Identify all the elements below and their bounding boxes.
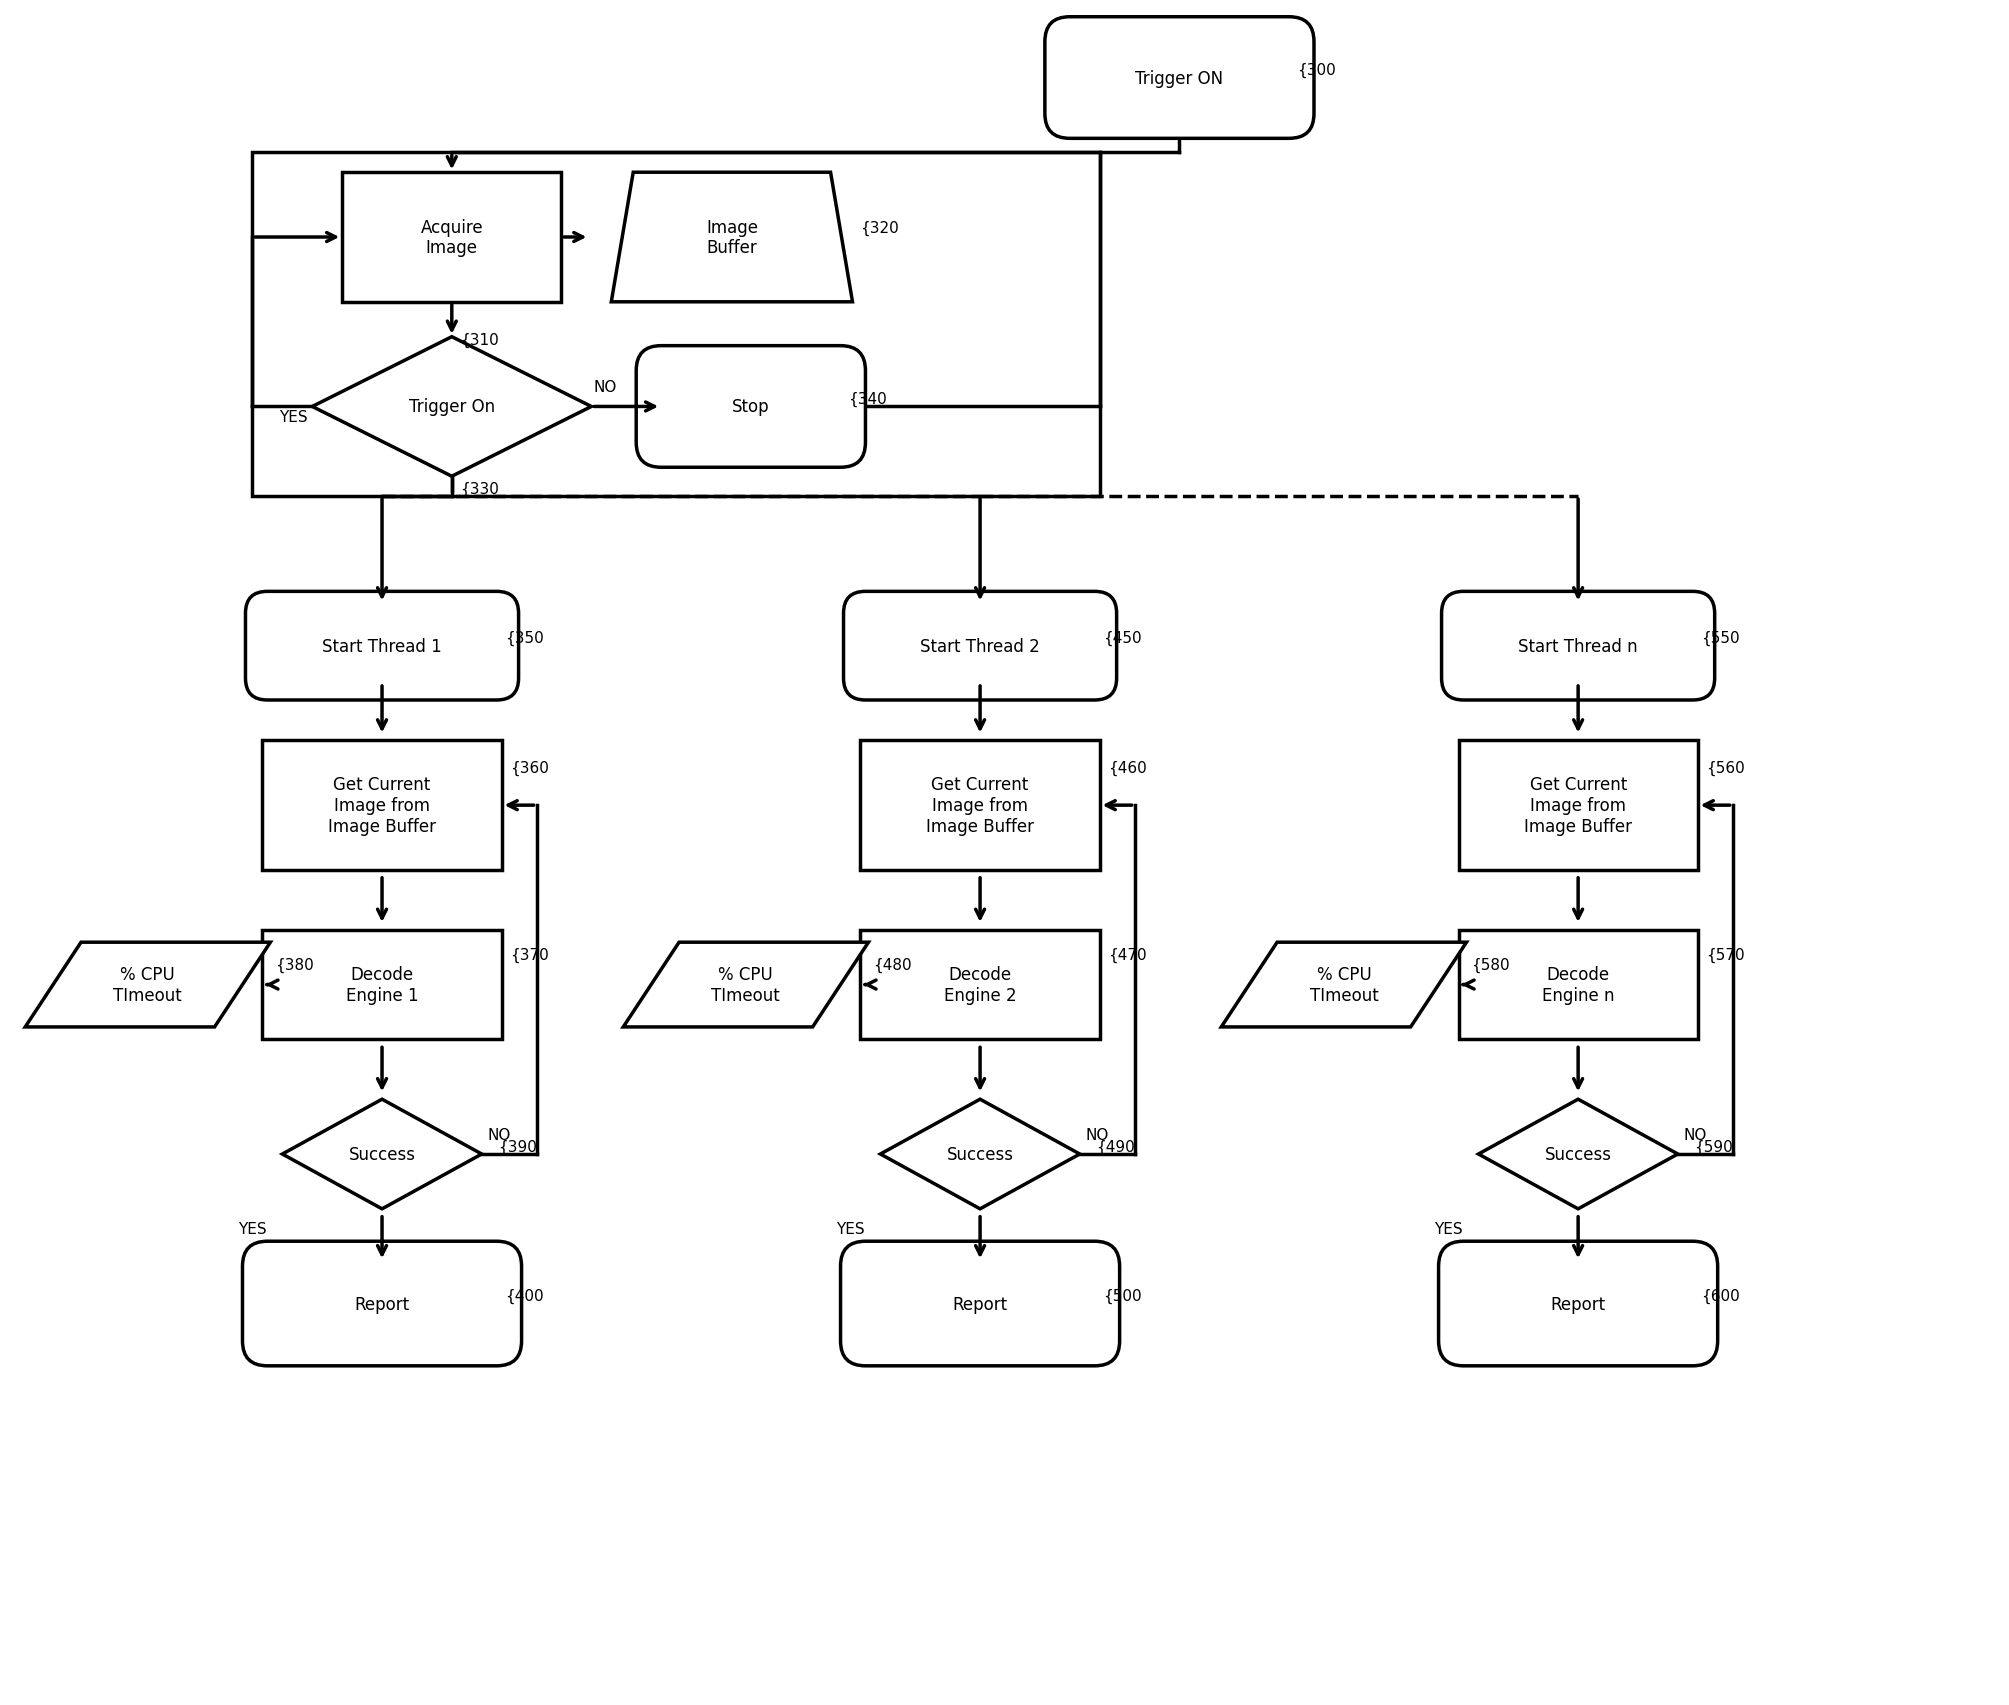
FancyBboxPatch shape bbox=[1459, 931, 1698, 1040]
Polygon shape bbox=[1221, 943, 1467, 1028]
Polygon shape bbox=[283, 1100, 482, 1209]
Text: {600: {600 bbox=[1702, 1289, 1740, 1303]
FancyBboxPatch shape bbox=[245, 592, 518, 701]
Text: {310: {310 bbox=[460, 332, 498, 348]
Text: Get Current
Image from
Image Buffer: Get Current Image from Image Buffer bbox=[327, 776, 436, 835]
Text: Acquire
Image: Acquire Image bbox=[420, 218, 482, 257]
Polygon shape bbox=[623, 943, 868, 1028]
Text: Success: Success bbox=[348, 1146, 416, 1163]
FancyBboxPatch shape bbox=[860, 931, 1099, 1040]
Text: Stop: Stop bbox=[731, 399, 769, 416]
Text: Decode
Engine 2: Decode Engine 2 bbox=[944, 965, 1017, 1004]
Text: Decode
Engine 1: Decode Engine 1 bbox=[346, 965, 418, 1004]
Polygon shape bbox=[1479, 1100, 1678, 1209]
Text: {480: {480 bbox=[874, 958, 912, 972]
FancyBboxPatch shape bbox=[263, 931, 502, 1040]
Text: % CPU
TImeout: % CPU TImeout bbox=[1310, 965, 1378, 1004]
Text: NO: NO bbox=[593, 380, 617, 396]
Text: {370: {370 bbox=[510, 948, 548, 963]
Text: Start Thread 1: Start Thread 1 bbox=[321, 638, 442, 655]
Polygon shape bbox=[611, 174, 852, 302]
FancyBboxPatch shape bbox=[1045, 17, 1314, 140]
Text: Image
Buffer: Image Buffer bbox=[705, 218, 757, 257]
Text: {570: {570 bbox=[1706, 948, 1744, 963]
FancyBboxPatch shape bbox=[1438, 1241, 1718, 1366]
Text: NO: NO bbox=[1684, 1127, 1708, 1142]
Polygon shape bbox=[26, 943, 271, 1028]
Text: {320: {320 bbox=[860, 220, 900, 235]
FancyBboxPatch shape bbox=[860, 742, 1099, 871]
Text: {300: {300 bbox=[1298, 63, 1336, 78]
Text: Report: Report bbox=[354, 1294, 410, 1313]
Text: {590: {590 bbox=[1694, 1139, 1732, 1154]
FancyBboxPatch shape bbox=[840, 1241, 1119, 1366]
Text: {500: {500 bbox=[1103, 1289, 1141, 1303]
Text: NO: NO bbox=[488, 1127, 510, 1142]
Text: Start Thread n: Start Thread n bbox=[1519, 638, 1637, 655]
Text: {550: {550 bbox=[1702, 631, 1740, 646]
Text: Decode
Engine n: Decode Engine n bbox=[1541, 965, 1615, 1004]
Text: {460: {460 bbox=[1107, 760, 1147, 776]
Text: {490: {490 bbox=[1095, 1139, 1135, 1154]
FancyBboxPatch shape bbox=[1459, 742, 1698, 871]
Text: YES: YES bbox=[279, 409, 307, 425]
FancyBboxPatch shape bbox=[844, 592, 1117, 701]
FancyBboxPatch shape bbox=[1442, 592, 1714, 701]
Text: Start Thread 2: Start Thread 2 bbox=[920, 638, 1041, 655]
Text: {350: {350 bbox=[504, 631, 542, 646]
Text: {390: {390 bbox=[498, 1139, 536, 1154]
Text: Success: Success bbox=[946, 1146, 1015, 1163]
Text: Trigger ON: Trigger ON bbox=[1135, 70, 1223, 87]
Text: Get Current
Image from
Image Buffer: Get Current Image from Image Buffer bbox=[1525, 776, 1631, 835]
FancyBboxPatch shape bbox=[637, 346, 866, 467]
Text: % CPU
TImeout: % CPU TImeout bbox=[113, 965, 183, 1004]
Text: {360: {360 bbox=[510, 760, 548, 776]
Text: % CPU
TImeout: % CPU TImeout bbox=[711, 965, 779, 1004]
Text: Get Current
Image from
Image Buffer: Get Current Image from Image Buffer bbox=[926, 776, 1035, 835]
FancyBboxPatch shape bbox=[263, 742, 502, 871]
Text: Trigger On: Trigger On bbox=[408, 399, 494, 416]
Text: {450: {450 bbox=[1103, 631, 1141, 646]
Text: {380: {380 bbox=[275, 958, 313, 972]
Polygon shape bbox=[311, 338, 591, 477]
Text: {560: {560 bbox=[1706, 760, 1744, 776]
Text: {470: {470 bbox=[1107, 948, 1147, 963]
Text: {400: {400 bbox=[504, 1289, 542, 1303]
Polygon shape bbox=[880, 1100, 1079, 1209]
Text: {580: {580 bbox=[1471, 958, 1511, 972]
Text: YES: YES bbox=[1434, 1221, 1463, 1236]
FancyBboxPatch shape bbox=[342, 174, 561, 302]
Text: {340: {340 bbox=[848, 392, 888, 407]
Text: YES: YES bbox=[239, 1221, 267, 1236]
Text: Report: Report bbox=[952, 1294, 1009, 1313]
FancyBboxPatch shape bbox=[243, 1241, 522, 1366]
Text: YES: YES bbox=[836, 1221, 864, 1236]
Text: Success: Success bbox=[1545, 1146, 1611, 1163]
Text: Report: Report bbox=[1551, 1294, 1605, 1313]
Text: NO: NO bbox=[1085, 1127, 1109, 1142]
Text: {330: {330 bbox=[460, 481, 498, 496]
